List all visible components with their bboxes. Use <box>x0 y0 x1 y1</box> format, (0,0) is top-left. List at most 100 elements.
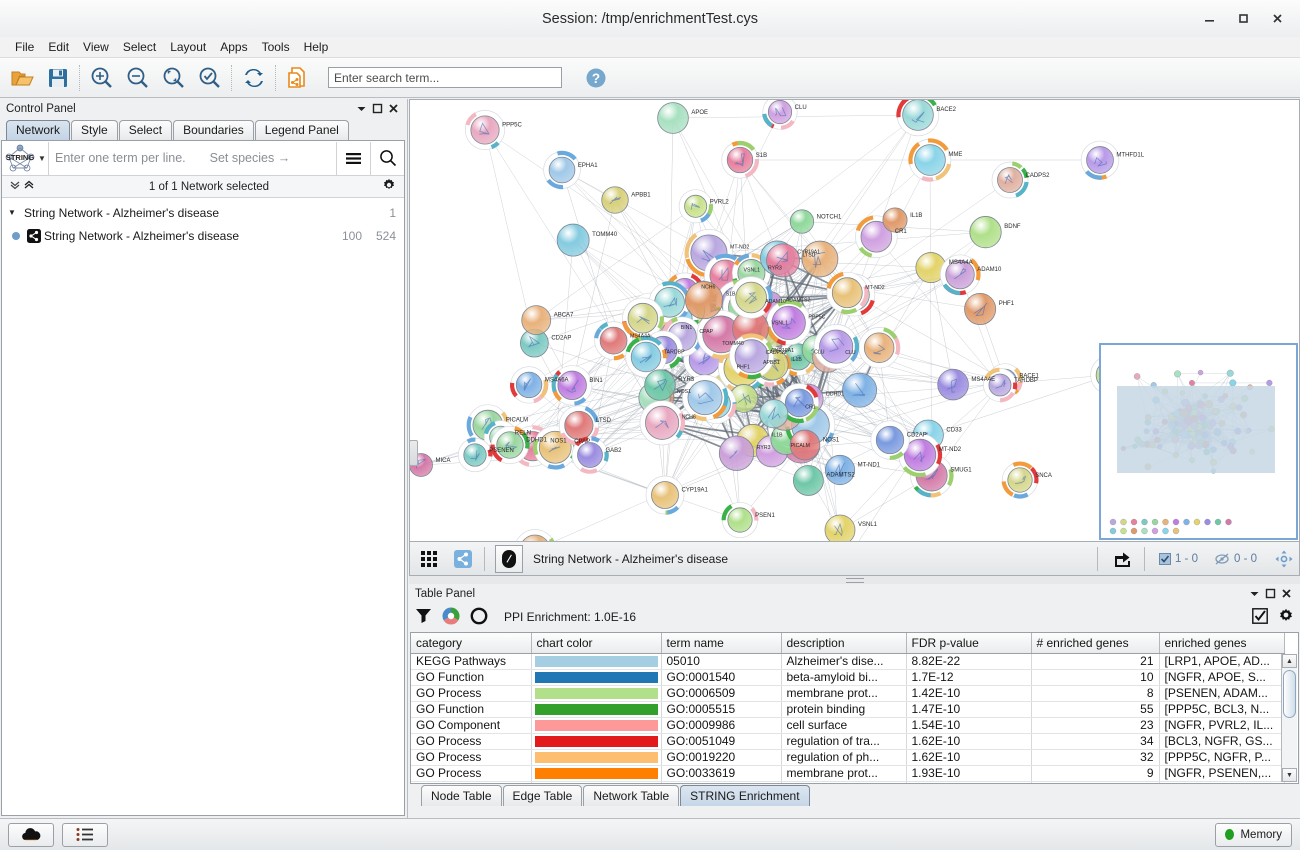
network-node[interactable] <box>914 144 946 176</box>
network-node[interactable] <box>630 341 662 373</box>
network-node[interactable] <box>548 156 576 184</box>
network-node[interactable] <box>726 146 754 174</box>
network-node[interactable] <box>556 223 590 257</box>
save-icon[interactable] <box>40 60 76 96</box>
network-node[interactable] <box>860 220 893 253</box>
tab-boundaries[interactable]: Boundaries <box>173 120 254 140</box>
enrichment-table[interactable]: category chart color term name descripti… <box>410 632 1299 784</box>
grid-layout-icon[interactable] <box>414 546 444 572</box>
set-species-link[interactable]: Set species → <box>209 151 291 165</box>
tab-network[interactable]: Network <box>6 120 71 140</box>
checkbox-checked-icon[interactable] <box>1252 607 1268 627</box>
menu-select[interactable]: Select <box>122 40 157 54</box>
string-query-input[interactable]: Enter one term per line. Set species → <box>49 151 336 165</box>
annotation-icon[interactable] <box>495 544 523 573</box>
network-node[interactable] <box>520 534 550 541</box>
network-node[interactable] <box>718 435 755 471</box>
network-node[interactable] <box>1086 146 1114 174</box>
zoom-in-icon[interactable] <box>84 60 120 96</box>
table-row[interactable]: GO Process GO:0006509 membrane prot... 1.42… <box>411 685 1285 702</box>
float-panel-icon[interactable] <box>369 101 385 117</box>
tab-string-enrichment[interactable]: STRING Enrichment <box>680 785 810 806</box>
zoom-fit-icon[interactable] <box>156 60 192 96</box>
table-row[interactable]: GO Process GO:0019220 regulation of ph... 1… <box>411 749 1285 766</box>
maximize-icon[interactable] <box>1226 4 1260 34</box>
edge-selection-counter[interactable]: 0 - 0 <box>1206 553 1265 565</box>
network-node[interactable] <box>577 442 603 468</box>
minimize-icon[interactable] <box>1192 4 1226 34</box>
scrollbar-thumb[interactable] <box>1283 670 1296 718</box>
node-selection-counter[interactable]: 1 - 0 <box>1151 552 1206 565</box>
gear-icon[interactable] <box>382 178 398 195</box>
network-node[interactable] <box>842 372 878 408</box>
network-node[interactable] <box>824 514 856 541</box>
table-vertical-scrollbar[interactable]: ▲ ▼ <box>1281 654 1297 782</box>
menu-apps[interactable]: Apps <box>220 40 248 54</box>
network-node[interactable] <box>937 368 969 401</box>
network-node[interactable] <box>831 277 863 309</box>
network-node[interactable] <box>969 216 1002 249</box>
network-node[interactable] <box>735 281 767 314</box>
network-node[interactable] <box>789 429 821 461</box>
export-image-icon[interactable] <box>1108 546 1138 572</box>
tab-edge-table[interactable]: Edge Table <box>502 785 583 806</box>
help-icon[interactable]: ? <box>578 60 614 96</box>
open-folder-icon[interactable] <box>4 60 40 96</box>
network-node[interactable] <box>1007 467 1033 493</box>
network-nodes[interactable] <box>410 100 1131 541</box>
col-enriched-count[interactable]: # enriched genes <box>1031 633 1160 654</box>
tree-row-network[interactable]: String Network - Alzheimer's disease 100… <box>2 224 404 247</box>
table-row[interactable]: GO Process GO:0050435beta-amyloid m...2.0… <box>411 781 1285 783</box>
network-node[interactable] <box>727 507 753 533</box>
table-row[interactable]: GO Function GO:0005515 protein binding 1.47… <box>411 701 1285 718</box>
expand-triangle-icon[interactable]: ▼ <box>8 208 16 217</box>
network-view[interactable]: MT-ND2 VSNL1 RYR3 NCH6 IL1B CLU CYP19A1 NOS1 PIC… <box>409 99 1300 542</box>
task-list-icon[interactable] <box>62 822 108 847</box>
network-node[interactable] <box>863 332 895 363</box>
table-row[interactable]: GO Function GO:0001540 beta-amyloid bi... 1… <box>411 669 1285 686</box>
filter-icon[interactable] <box>415 607 432 627</box>
network-node[interactable] <box>687 380 723 416</box>
share-network-icon[interactable] <box>448 546 478 572</box>
search-icon[interactable] <box>371 142 404 175</box>
network-node[interactable] <box>470 115 500 145</box>
network-overview-minimap[interactable] <box>1099 343 1298 540</box>
col-chart-color[interactable]: chart color <box>531 633 662 654</box>
species-dropdown-caret-icon[interactable]: ▼ <box>38 153 46 163</box>
col-description[interactable]: description <box>781 633 907 654</box>
network-node[interactable] <box>684 281 724 320</box>
network-node[interactable] <box>766 243 800 278</box>
menu-view[interactable]: View <box>83 40 109 54</box>
menu-help[interactable]: Help <box>303 40 329 54</box>
scroll-down-arrow-icon[interactable]: ▼ <box>1282 768 1297 782</box>
memory-status[interactable]: Memory <box>1215 822 1292 847</box>
chevron-down-icon-table[interactable] <box>1246 586 1262 602</box>
zoom-out-icon[interactable] <box>120 60 156 96</box>
network-node[interactable] <box>734 339 769 374</box>
donut-chart-icon[interactable] <box>442 607 460 628</box>
fit-content-icon[interactable] <box>1269 546 1299 572</box>
scroll-up-arrow-icon[interactable]: ▲ <box>1282 654 1297 668</box>
network-node[interactable] <box>767 100 793 125</box>
network-node[interactable] <box>903 438 937 472</box>
table-row[interactable]: GO Process GO:0033619 membrane prot... 1.93… <box>411 765 1285 782</box>
network-node[interactable] <box>789 209 815 234</box>
horizontal-splitter[interactable] <box>409 576 1300 584</box>
table-row[interactable]: GO Process GO:0051049 regulation of tra...… <box>411 733 1285 750</box>
menu-file[interactable]: File <box>15 40 35 54</box>
float-panel-icon-table[interactable] <box>1262 586 1278 602</box>
col-category[interactable]: category <box>411 633 532 654</box>
network-left-handle[interactable] <box>409 440 418 466</box>
network-node[interactable] <box>651 481 679 509</box>
gear-icon-table[interactable] <box>1278 608 1294 627</box>
network-node[interactable] <box>657 102 689 134</box>
menu-edit[interactable]: Edit <box>48 40 70 54</box>
zoom-selected-icon[interactable] <box>192 60 228 96</box>
network-node[interactable] <box>515 371 543 399</box>
network-node[interactable] <box>902 100 934 131</box>
tab-select[interactable]: Select <box>118 120 173 140</box>
col-enriched-genes[interactable]: enriched genes <box>1159 633 1285 654</box>
tab-legend-panel[interactable]: Legend Panel <box>254 120 349 140</box>
tab-style[interactable]: Style <box>71 120 118 140</box>
network-canvas[interactable]: MT-ND2 VSNL1 RYR3 NCH6 IL1B CLU CYP19A1 NOS1 PIC… <box>410 100 1299 541</box>
